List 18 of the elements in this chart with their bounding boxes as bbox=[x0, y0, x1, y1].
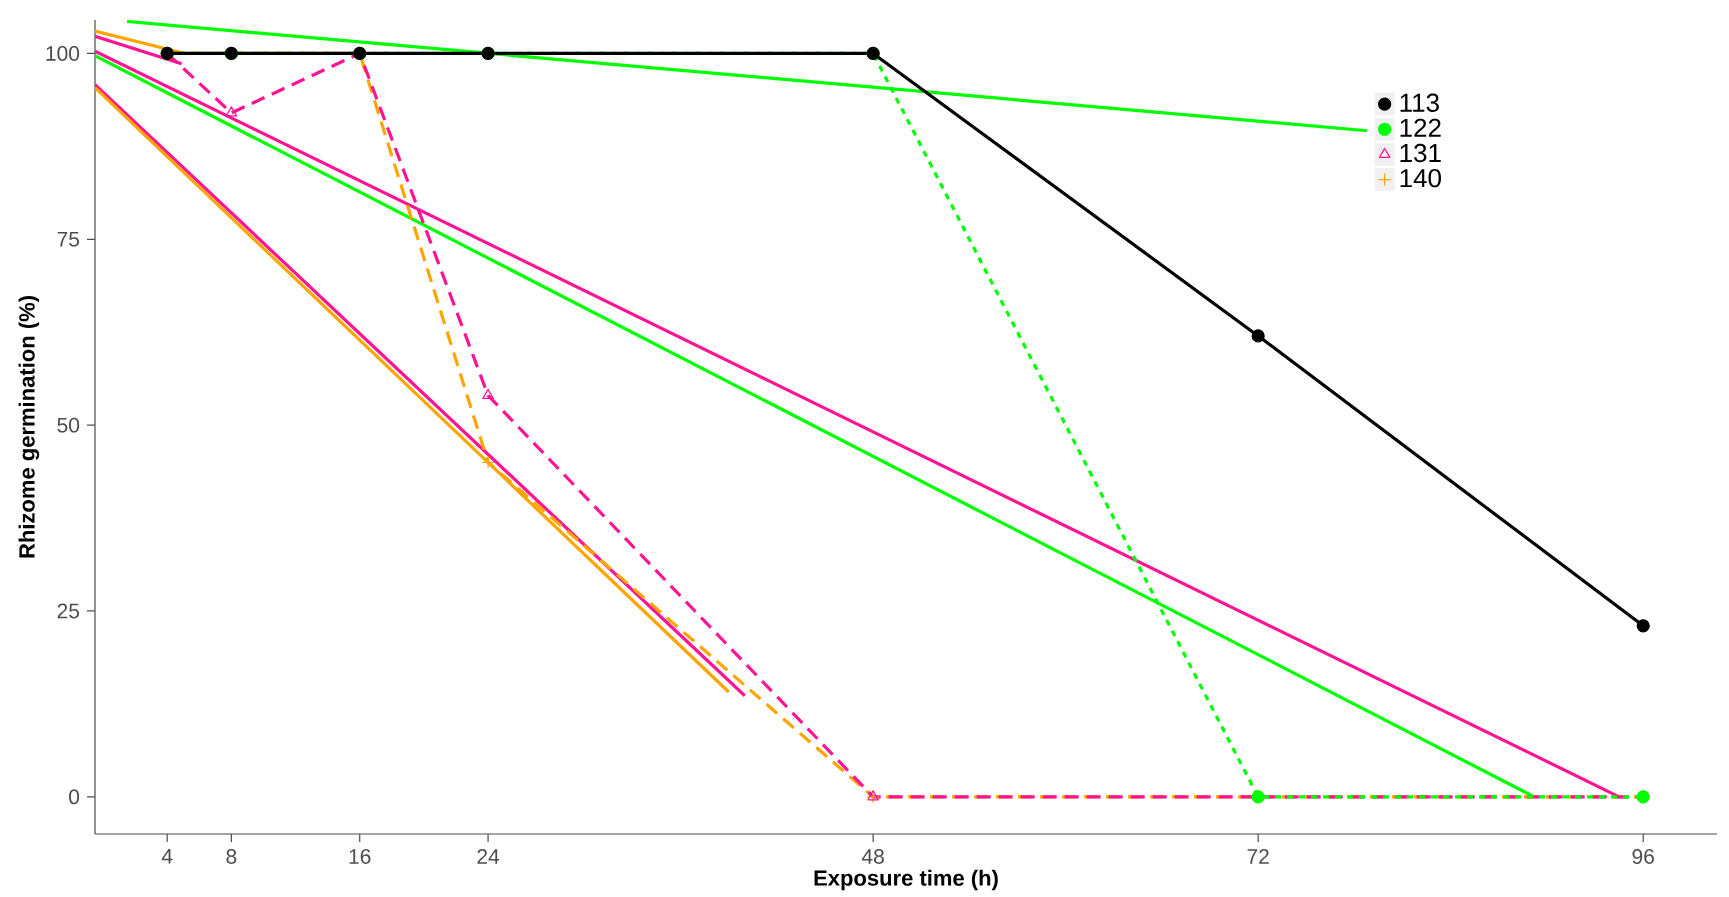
legend-label: 140 bbox=[1400, 168, 1441, 188]
legend-label: 113 bbox=[1400, 93, 1439, 112]
y-tick-label: 50 bbox=[57, 417, 80, 433]
legend-label: 131 bbox=[1400, 143, 1441, 163]
x-tick-label: 16 bbox=[349, 849, 371, 864]
y-tick-label: 75 bbox=[57, 231, 80, 247]
x-tick-label: 24 bbox=[477, 849, 500, 864]
y-axis-title: Rhizome germination (%) bbox=[18, 296, 40, 558]
x-tick-label: 72 bbox=[1247, 849, 1269, 864]
legend-label: 122 bbox=[1400, 118, 1441, 137]
y-tick-label: 25 bbox=[57, 603, 80, 619]
y-tick-label: 100 bbox=[46, 46, 80, 61]
x-tick-label: 4 bbox=[161, 849, 173, 864]
x-tick-label: 96 bbox=[1632, 849, 1654, 864]
x-tick-label: 8 bbox=[226, 849, 237, 864]
x-tick-label: 48 bbox=[861, 849, 884, 864]
y-tick-label: 0 bbox=[69, 789, 80, 805]
x-axis-title: Exposure time (h) bbox=[814, 869, 998, 891]
